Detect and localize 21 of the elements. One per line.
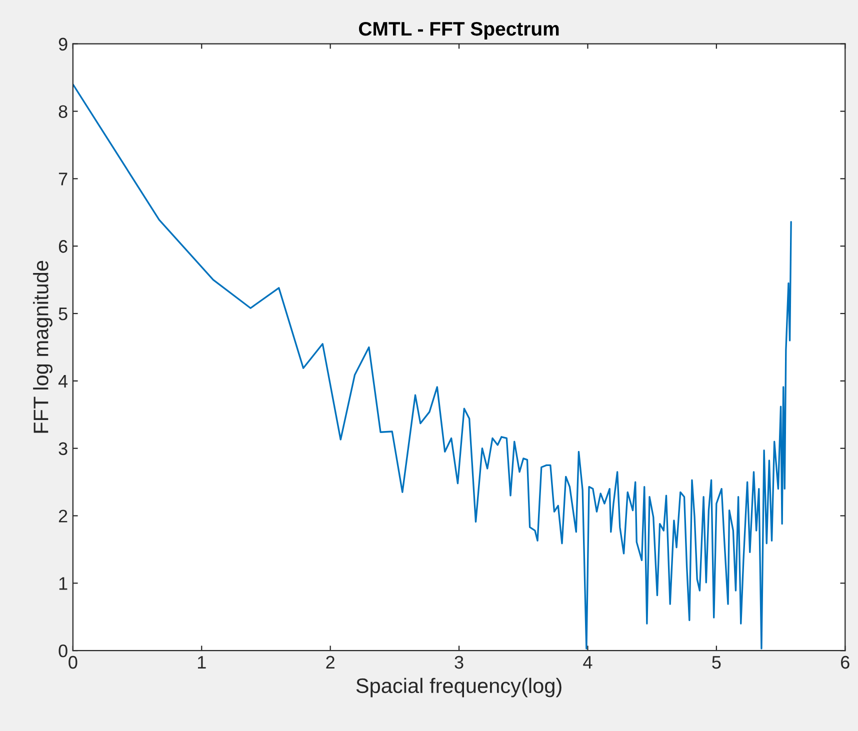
y-tick-label: 5 [58,308,68,320]
x-tick-label: 1 [198,656,206,669]
y-tick-label: 2 [58,510,68,522]
y-tick-label: 8 [58,105,68,118]
chart-title: CMTL - FFT Spectrum [359,22,559,40]
y-tick-label: 3 [58,442,68,456]
x-tick-label: 3 [454,656,464,669]
y-tick-label: 6 [58,240,68,253]
y-axis-title: FFT log magnitude [33,260,52,433]
x-axis-title: Spacial frequency(log) [356,678,562,698]
x-tick-label: 5 [712,656,721,669]
x-tick-label: 6 [841,656,850,669]
x-tick-label: 0 [68,656,78,669]
y-tick-label: 9 [58,38,68,51]
x-tick-label: 2 [326,656,334,669]
x-tick-label: 4 [583,656,592,669]
y-tick-label: 1 [59,577,68,590]
y-tick-label: 4 [58,375,68,388]
y-tick-label: 0 [58,644,68,658]
line-series [72,83,792,650]
y-tick-label: 7 [58,172,68,186]
